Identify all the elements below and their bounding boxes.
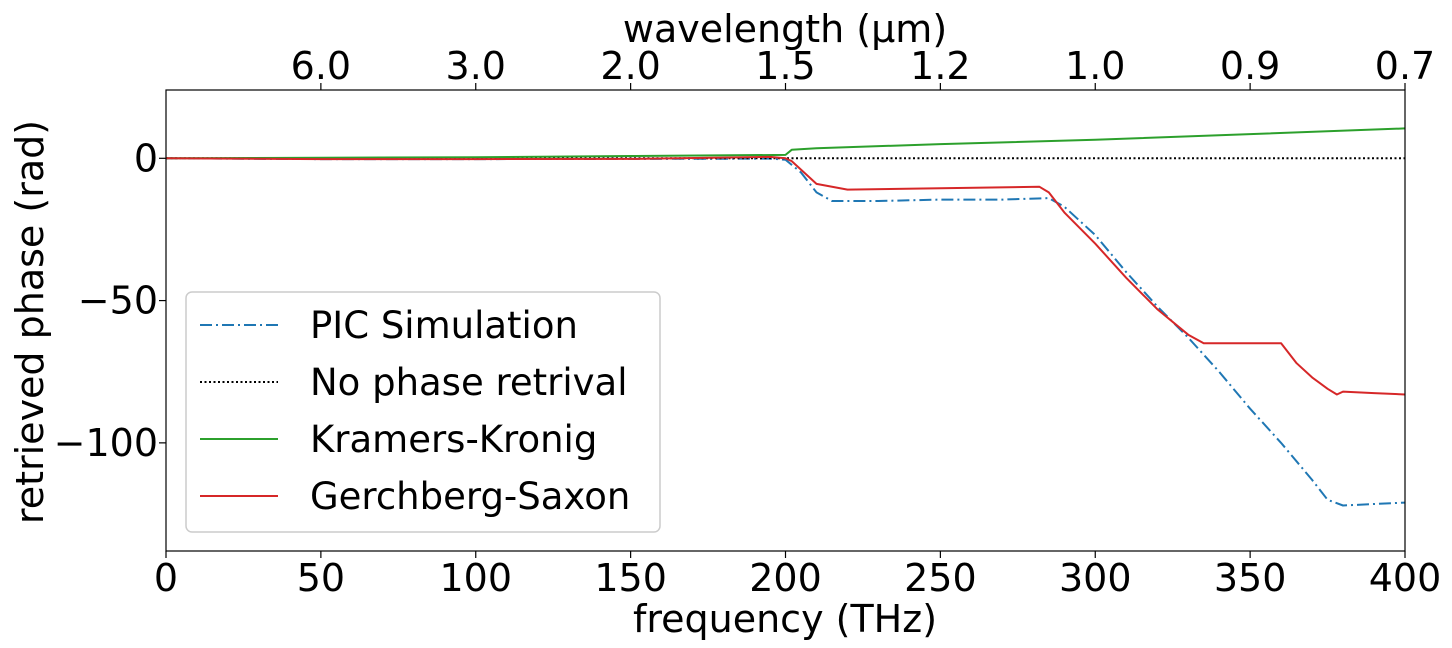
top-axis-label: wavelength (μm) (623, 7, 947, 51)
x-tick-label: 300 (1059, 556, 1132, 600)
top-tick-label: 1.0 (1065, 44, 1125, 88)
x-tick-label: 250 (904, 556, 977, 600)
legend-label-pic-simulation: PIC Simulation (310, 304, 578, 347)
legend-label-no-phase-retrival: No phase retrival (310, 361, 628, 404)
x-tick-label: 0 (154, 556, 178, 600)
legend-label-gerchberg-saxon: Gerchberg-Saxon (310, 475, 630, 518)
y-tick-label: −50 (78, 279, 158, 323)
x-tick-label: 350 (1214, 556, 1287, 600)
legend-label-kramers-kronig: Kramers-Kronig (310, 418, 597, 461)
x-tick-label: 50 (297, 556, 345, 600)
top-wavelength-axis: 6.0 3.0 2.0 1.5 1.2 1.0 0.9 0.7 (291, 44, 1435, 90)
top-tick-label: 6.0 (291, 44, 351, 88)
series-line-gerchberg-saxon (165, 155, 1406, 396)
legend-box (185, 291, 661, 533)
y-tick-label: −100 (54, 421, 158, 465)
x-axis-label: frequency (THz) (633, 597, 937, 641)
y-axis-label: retrieved phase (rad) (8, 120, 52, 524)
series-layer (165, 127, 1406, 507)
x-axis: 0 50 100 150 200 250 300 350 400 (154, 551, 1441, 600)
x-tick-label: 400 (1369, 556, 1442, 600)
y-axis: 0 −50 −100 (54, 136, 166, 465)
legend: PIC Simulation No phase retrival Kramers-K… (185, 291, 661, 533)
top-tick-label: 1.2 (910, 44, 970, 88)
top-tick-label: 2.0 (600, 44, 660, 88)
x-tick-label: 100 (439, 556, 512, 600)
top-tick-label: 0.9 (1220, 44, 1280, 88)
top-tick-label: 1.5 (755, 44, 815, 88)
top-tick-label: 3.0 (446, 44, 506, 88)
series-line-kramers-kronig (165, 127, 1406, 160)
y-tick-label: 0 (134, 136, 158, 180)
x-tick-label: 150 (594, 556, 667, 600)
series-line-pic-simulation (165, 157, 1406, 507)
top-tick-label: 0.7 (1375, 44, 1435, 88)
x-tick-label: 200 (749, 556, 822, 600)
